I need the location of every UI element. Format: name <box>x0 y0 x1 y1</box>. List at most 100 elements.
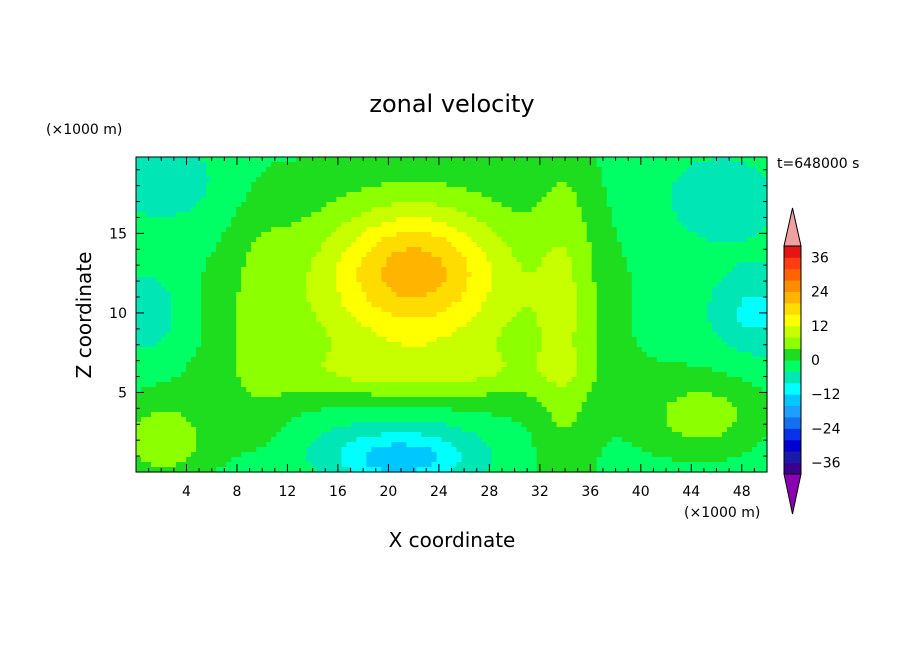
contour-cell <box>211 267 217 273</box>
contour-cell <box>161 252 167 258</box>
contour-cell <box>681 157 688 163</box>
contour-cell <box>261 332 267 338</box>
contour-cell <box>291 247 297 253</box>
contour-cell <box>511 192 518 198</box>
contour-cell <box>426 332 433 338</box>
contour-cell <box>171 227 177 233</box>
contour-cell <box>696 297 703 303</box>
contour-cell <box>166 317 172 323</box>
contour-cell <box>741 282 748 288</box>
contour-cell <box>451 227 458 233</box>
contour-cell <box>616 162 623 168</box>
contour-cell <box>401 202 408 208</box>
contour-cell <box>741 342 748 348</box>
contour-cell <box>731 237 738 243</box>
contour-cell <box>741 302 748 308</box>
contour-cell <box>431 257 438 263</box>
contour-cell <box>676 297 683 303</box>
contour-cell <box>616 332 623 338</box>
contour-cell <box>321 222 327 228</box>
contour-cell <box>416 317 423 323</box>
contour-cell <box>591 282 598 288</box>
contour-cell <box>501 352 508 358</box>
contour-cell <box>236 322 242 328</box>
contour-cell <box>761 237 768 243</box>
contour-cell <box>446 217 453 223</box>
contour-cell <box>636 162 643 168</box>
contour-cell <box>266 232 272 238</box>
contour-cell <box>276 242 282 248</box>
contour-cell <box>706 272 713 278</box>
contour-cell <box>606 242 613 248</box>
contour-cell <box>741 157 748 163</box>
contour-cell <box>376 287 382 293</box>
contour-cell <box>181 307 187 313</box>
contour-cell <box>466 207 473 213</box>
contour-cell <box>266 217 272 223</box>
contour-cell <box>676 317 683 323</box>
contour-cell <box>361 177 367 183</box>
contour-cell <box>311 332 317 338</box>
contour-cell <box>186 302 192 308</box>
contour-cell <box>136 252 142 258</box>
contour-cell <box>726 322 733 328</box>
contour-cell <box>351 217 357 223</box>
contour-cell <box>276 262 282 268</box>
contour-cell <box>611 297 618 303</box>
contour-cell <box>466 287 473 293</box>
contour-cell <box>736 287 743 293</box>
contour-cell <box>601 162 608 168</box>
contour-cell <box>211 262 217 268</box>
contour-cell <box>346 292 352 298</box>
contour-cell <box>396 292 403 298</box>
contour-cell <box>366 302 372 308</box>
contour-cell <box>746 312 753 318</box>
contour-cell <box>351 222 357 228</box>
contour-cell <box>426 302 433 308</box>
contour-cell <box>351 167 357 173</box>
contour-cell <box>356 327 362 333</box>
contour-cell <box>521 187 528 193</box>
contour-cell <box>651 187 658 193</box>
contour-cell <box>406 312 413 318</box>
contour-cell <box>361 222 367 228</box>
contour-cell <box>256 347 262 353</box>
contour-cell <box>331 287 337 293</box>
contour-cell <box>396 197 403 203</box>
contour-cell <box>456 327 463 333</box>
contour-cell <box>406 287 413 293</box>
contour-cell <box>741 207 748 213</box>
contour-cell <box>451 312 458 318</box>
contour-cell <box>296 157 302 163</box>
contour-cell <box>661 217 668 223</box>
contour-cell <box>646 297 653 303</box>
contour-cell <box>611 237 618 243</box>
contour-cell <box>286 172 292 178</box>
contour-cell <box>446 322 453 328</box>
contour-cell <box>386 172 393 178</box>
contour-cell <box>576 327 583 333</box>
contour-cell <box>166 292 172 298</box>
contour-cell <box>461 177 468 183</box>
contour-cell <box>486 262 493 268</box>
contour-cell <box>561 292 568 298</box>
contour-cell <box>536 337 543 343</box>
contour-cell <box>716 252 723 258</box>
contour-cell <box>471 342 478 348</box>
contour-cell <box>446 167 453 173</box>
contour-cell <box>371 157 377 163</box>
contour-cell <box>291 312 297 318</box>
contour-cell <box>561 157 568 163</box>
contour-cell <box>466 232 473 238</box>
contour-cell <box>746 227 753 233</box>
contour-cell <box>531 302 538 308</box>
contour-cell <box>571 347 578 353</box>
contour-cell <box>561 267 568 273</box>
contour-cell <box>501 312 508 318</box>
contour-cell <box>191 232 197 238</box>
contour-cell <box>426 272 433 278</box>
contour-cell <box>281 232 287 238</box>
contour-cell <box>461 192 468 198</box>
contour-cell <box>231 202 237 208</box>
contour-cell <box>421 267 428 273</box>
